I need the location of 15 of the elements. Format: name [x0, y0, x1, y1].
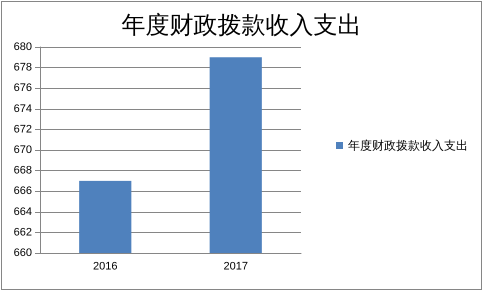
chart-title: 年度财政拨款收入支出 [122, 11, 362, 39]
y-tick-label: 676 [14, 82, 32, 94]
y-tick-label: 680 [14, 41, 32, 53]
y-tick-label: 674 [14, 102, 32, 115]
y-tick-label: 660 [14, 247, 32, 259]
y-tick-label: 662 [14, 226, 32, 238]
x-tick-label: 2016 [93, 260, 118, 272]
y-tick-label: 670 [14, 144, 32, 156]
legend-label: 年度财政拨款收入支出 [348, 138, 468, 152]
x-tick-label: 2017 [224, 260, 248, 272]
y-tick-label: 672 [14, 123, 32, 136]
y-tick-label: 668 [14, 164, 32, 177]
y-tick-label: 678 [14, 62, 32, 74]
y-tick-label: 664 [14, 206, 32, 218]
y-tick-label: 666 [14, 185, 32, 198]
